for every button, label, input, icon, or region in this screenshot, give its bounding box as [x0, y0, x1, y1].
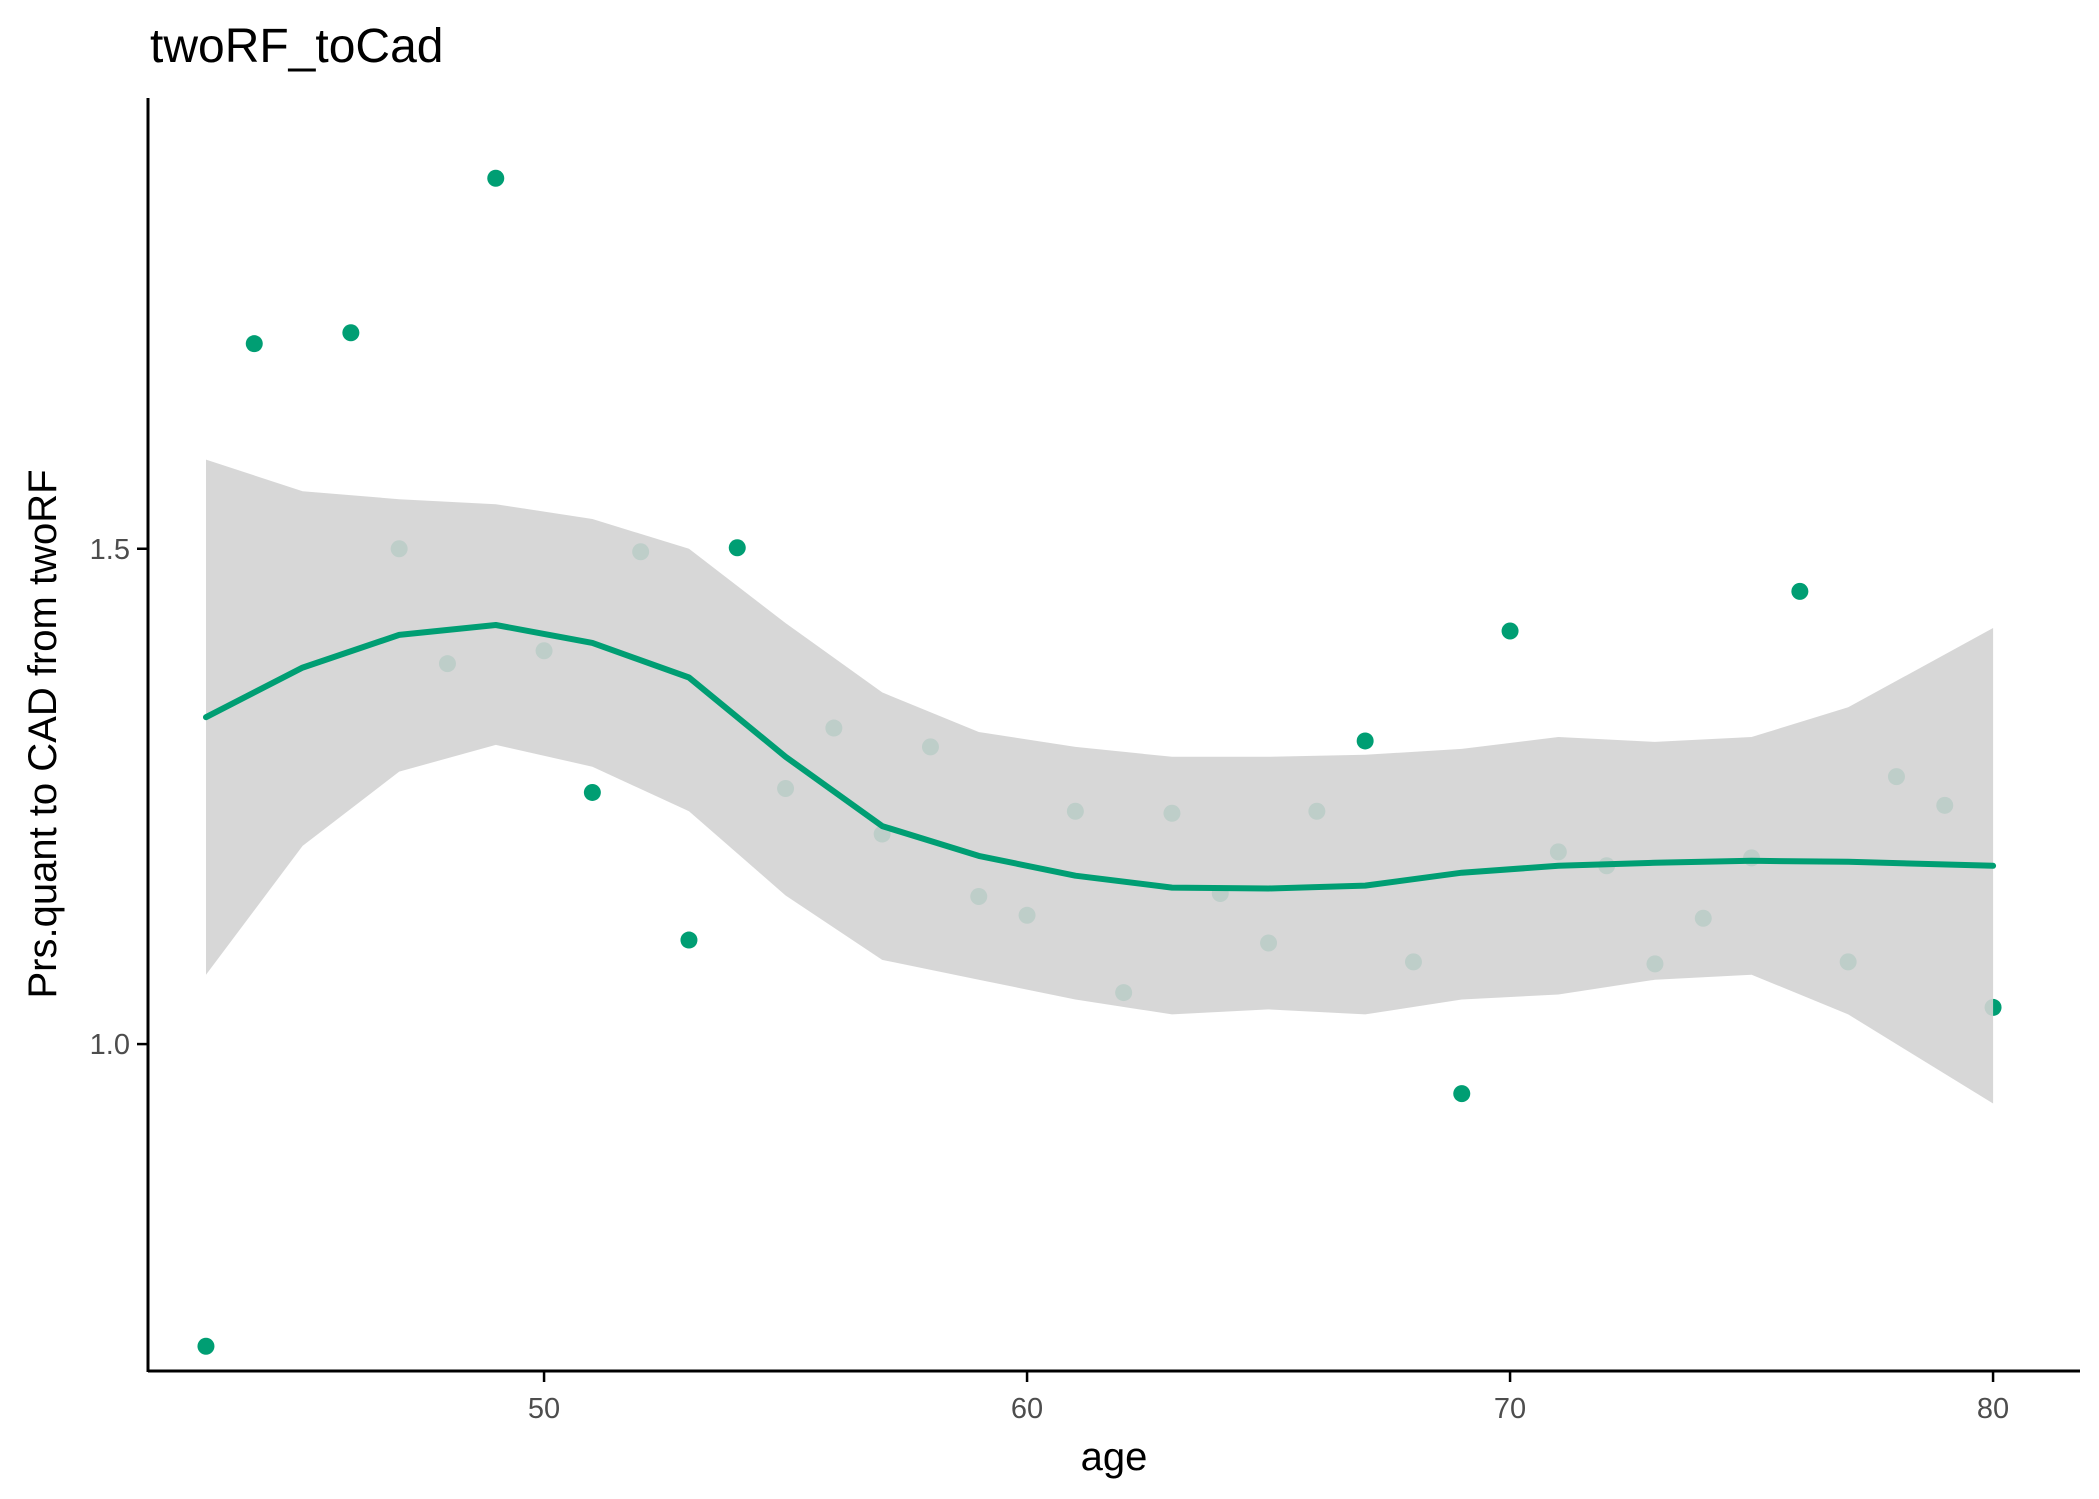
chart-title: twoRF_toCad	[150, 20, 443, 73]
confidence-band	[206, 459, 1994, 1104]
data-point	[342, 324, 360, 342]
x-tick-label: 70	[1494, 1393, 1526, 1425]
axis-ticks: 50 60 70 80 1.0 1.5	[90, 534, 2010, 1425]
y-tick-label: 1.0	[90, 1029, 130, 1061]
plot-area	[197, 169, 2002, 1355]
data-point	[1501, 622, 1519, 640]
x-axis-title: age	[1081, 1435, 1148, 1479]
data-point	[583, 783, 601, 801]
x-tick-label: 80	[1977, 1393, 2009, 1425]
data-point	[197, 1337, 215, 1355]
data-point	[680, 931, 698, 949]
x-tick-label: 60	[1011, 1393, 1043, 1425]
y-axis-title: Prs.quant to CAD from twoRF	[21, 469, 65, 998]
x-tick-label: 50	[528, 1393, 560, 1425]
data-point	[728, 539, 746, 557]
y-tick-label: 1.5	[90, 534, 130, 566]
data-point	[245, 335, 263, 353]
data-point	[1453, 1085, 1471, 1103]
smooth-line	[203, 622, 1997, 892]
data-point	[487, 169, 505, 187]
data-point	[1356, 732, 1374, 750]
data-point	[1791, 582, 1809, 600]
